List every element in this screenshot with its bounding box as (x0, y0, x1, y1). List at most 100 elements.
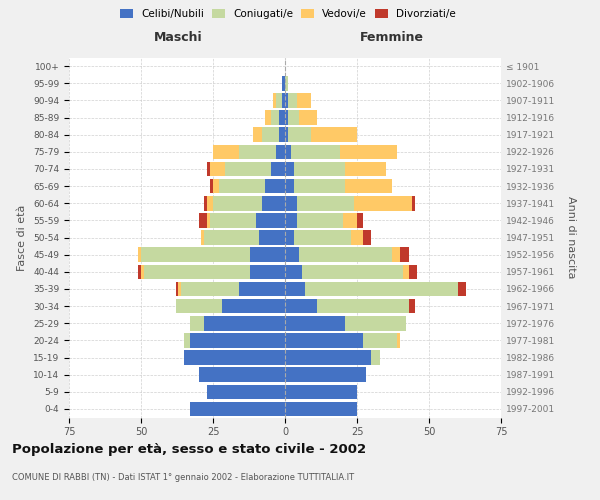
Bar (265, 110, 271, 125)
Bar (285, 144, 291, 159)
Text: Maschi: Maschi (154, 31, 203, 44)
Bar (346, 179, 392, 194)
Bar (205, 196, 207, 210)
Bar (259, 230, 285, 245)
Bar (256, 213, 285, 228)
Bar (250, 264, 285, 279)
Bar (285, 299, 317, 314)
Bar (199, 368, 285, 382)
Bar (311, 128, 357, 142)
Bar (205, 230, 259, 245)
Bar (262, 196, 285, 210)
Bar (207, 213, 210, 228)
Bar (239, 144, 277, 159)
Bar (363, 230, 371, 245)
Bar (210, 213, 256, 228)
Bar (285, 179, 293, 194)
Bar (288, 110, 299, 125)
Bar (141, 248, 250, 262)
Bar (285, 213, 296, 228)
Bar (141, 264, 144, 279)
Bar (340, 144, 397, 159)
Bar (224, 162, 271, 176)
Bar (274, 93, 277, 108)
Bar (305, 282, 458, 296)
Bar (178, 282, 181, 296)
Bar (239, 282, 285, 296)
Bar (277, 144, 285, 159)
Bar (317, 299, 409, 314)
Bar (285, 128, 288, 142)
Bar (285, 93, 288, 108)
Bar (400, 248, 409, 262)
Bar (190, 316, 205, 330)
Bar (210, 179, 213, 194)
Bar (285, 384, 357, 399)
Y-axis label: Anni di nascita: Anni di nascita (566, 196, 576, 279)
Bar (138, 264, 141, 279)
Bar (205, 316, 285, 330)
Bar (213, 196, 262, 210)
Bar (202, 230, 205, 245)
Bar (285, 230, 293, 245)
Bar (357, 213, 363, 228)
Bar (346, 316, 406, 330)
Bar (221, 299, 285, 314)
Bar (213, 179, 219, 194)
Bar (138, 248, 141, 262)
Bar (285, 76, 288, 90)
Bar (285, 350, 371, 365)
Bar (293, 179, 346, 194)
Bar (299, 248, 392, 262)
Y-axis label: Fasce di età: Fasce di età (17, 204, 28, 270)
Bar (409, 299, 415, 314)
Bar (296, 93, 311, 108)
Bar (392, 248, 400, 262)
Bar (285, 316, 346, 330)
Bar (285, 248, 299, 262)
Bar (296, 196, 354, 210)
Bar (282, 76, 285, 90)
Bar (253, 128, 262, 142)
Bar (293, 162, 346, 176)
Bar (293, 230, 351, 245)
Bar (285, 282, 305, 296)
Bar (277, 93, 282, 108)
Bar (207, 384, 285, 399)
Bar (285, 402, 357, 416)
Bar (302, 264, 403, 279)
Bar (176, 299, 221, 314)
Bar (285, 333, 363, 347)
Bar (397, 333, 400, 347)
Bar (299, 110, 317, 125)
Text: Femmine: Femmine (359, 31, 424, 44)
Bar (279, 110, 285, 125)
Bar (199, 213, 207, 228)
Bar (184, 333, 190, 347)
Bar (354, 196, 412, 210)
Bar (363, 333, 397, 347)
Bar (371, 350, 380, 365)
Bar (285, 110, 288, 125)
Bar (262, 128, 279, 142)
Bar (346, 162, 386, 176)
Bar (181, 282, 239, 296)
Bar (285, 196, 296, 210)
Bar (285, 264, 302, 279)
Bar (207, 196, 213, 210)
Bar (285, 162, 293, 176)
Bar (343, 213, 357, 228)
Bar (291, 144, 340, 159)
Bar (144, 264, 250, 279)
Bar (412, 196, 415, 210)
Bar (190, 333, 285, 347)
Bar (296, 213, 343, 228)
Bar (285, 368, 365, 382)
Bar (409, 264, 418, 279)
Text: Popolazione per età, sesso e stato civile - 2002: Popolazione per età, sesso e stato civil… (12, 442, 366, 456)
Bar (207, 162, 210, 176)
Bar (210, 162, 224, 176)
Bar (184, 350, 285, 365)
Bar (458, 282, 466, 296)
Bar (288, 93, 296, 108)
